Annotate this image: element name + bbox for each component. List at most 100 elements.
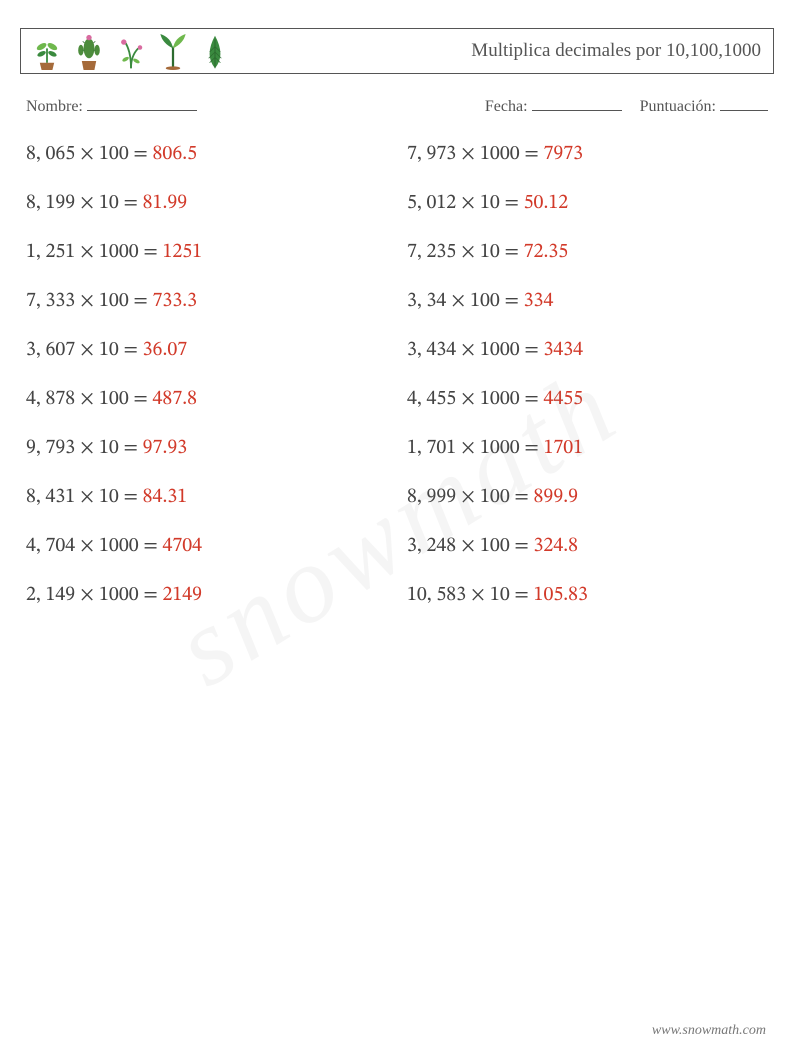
score-underline [720, 96, 768, 111]
problem-answer: 4704 [162, 536, 202, 556]
problem-multiplier: 100 [99, 144, 129, 164]
score-field: Puntuación: [640, 96, 768, 116]
problem-answer: 487.8 [153, 389, 198, 409]
problem: 3, 607 × 10 = 36.07 [26, 338, 387, 363]
problem: 4, 704 × 1000 = 4704 [26, 534, 387, 559]
problem-decimal: 9, 793 [26, 438, 75, 458]
problem: 4, 878 × 100 = 487.8 [26, 387, 387, 412]
problem-answer: 84.31 [143, 487, 188, 507]
problem: 7, 973 × 1000 = 7973 [407, 142, 768, 167]
problem-decimal: 3, 248 [407, 536, 456, 556]
worksheet-title: Multiplica decimales por 10,100,1000 [471, 40, 761, 62]
problem-multiplier: 100 [99, 389, 129, 409]
problem-decimal: 8, 199 [26, 193, 75, 213]
problem-answer: 1251 [162, 242, 202, 262]
problem-multiplier: 1000 [99, 585, 139, 605]
problem-decimal: 8, 999 [407, 487, 456, 507]
problem-multiplier: 100 [470, 291, 500, 311]
problem-multiplier: 10 [99, 438, 119, 458]
problem-answer: 105.83 [534, 585, 588, 605]
problem-decimal: 7, 973 [407, 144, 456, 164]
problem-decimal: 3, 607 [26, 340, 75, 360]
problem-multiplier: 10 [480, 242, 500, 262]
problem-decimal: 10, 583 [407, 585, 466, 605]
plant-sprout-icon [29, 34, 65, 70]
footer-url: www.snowmath.com [652, 1023, 766, 1039]
problem: 7, 333 × 100 = 733.3 [26, 289, 387, 314]
problem-multiplier: 10 [480, 193, 500, 213]
problem-multiplier: 1000 [480, 144, 520, 164]
problem-multiplier: 1000 [480, 389, 520, 409]
problem-decimal: 5, 012 [407, 193, 456, 213]
problem-answer: 81.99 [143, 193, 188, 213]
problem-decimal: 8, 431 [26, 487, 75, 507]
problem: 10, 583 × 10 = 105.83 [407, 583, 768, 608]
problem: 5, 012 × 10 = 50.12 [407, 191, 768, 216]
problem-multiplier: 1000 [480, 438, 520, 458]
problem-decimal: 8, 065 [26, 144, 75, 164]
problem-decimal: 3, 34 [407, 291, 446, 311]
problem-answer: 4455 [543, 389, 583, 409]
problem-decimal: 4, 704 [26, 536, 75, 556]
plant-leaf-icon [197, 34, 233, 70]
problems-grid: 8, 065 × 100 = 806.5 7, 973 × 1000 = 7973… [20, 142, 774, 608]
problem-multiplier: 1000 [99, 242, 139, 262]
problem: 8, 199 × 10 = 81.99 [26, 191, 387, 216]
worksheet-page: Multiplica decimales por 10,100,1000 Nom… [0, 0, 794, 608]
problem-decimal: 4, 878 [26, 389, 75, 409]
problem-multiplier: 10 [99, 340, 119, 360]
header-box: Multiplica decimales por 10,100,1000 [20, 28, 774, 74]
problem: 8, 999 × 100 = 899.9 [407, 485, 768, 510]
problem-decimal: 7, 235 [407, 242, 456, 262]
problem-answer: 324.8 [534, 536, 579, 556]
problem-answer: 3434 [543, 340, 583, 360]
plant-icons [29, 32, 233, 70]
problem-answer: 1701 [543, 438, 583, 458]
problem: 3, 434 × 1000 = 3434 [407, 338, 768, 363]
problem-answer: 806.5 [153, 144, 198, 164]
plant-cactus-icon [71, 34, 107, 70]
problem: 7, 235 × 10 = 72.35 [407, 240, 768, 265]
problem-decimal: 3, 434 [407, 340, 456, 360]
problem-decimal: 1, 251 [26, 242, 75, 262]
name-underline [87, 96, 197, 111]
problem-multiplier: 100 [99, 291, 129, 311]
problem-multiplier: 1000 [99, 536, 139, 556]
problem-answer: 50.12 [524, 193, 569, 213]
problem-answer: 733.3 [153, 291, 198, 311]
problem-multiplier: 10 [99, 193, 119, 213]
name-label: Nombre: [26, 98, 83, 115]
problem-multiplier: 10 [99, 487, 119, 507]
name-field: Nombre: [26, 96, 197, 116]
problem-answer: 334 [524, 291, 554, 311]
problem-multiplier: 100 [480, 487, 510, 507]
problem: 4, 455 × 1000 = 4455 [407, 387, 768, 412]
problem-decimal: 4, 455 [407, 389, 456, 409]
plant-seedling-icon [155, 34, 191, 70]
problem-multiplier: 10 [490, 585, 510, 605]
problem-answer: 72.35 [524, 242, 569, 262]
problem: 9, 793 × 10 = 97.93 [26, 436, 387, 461]
problem: 2, 149 × 1000 = 2149 [26, 583, 387, 608]
date-label: Fecha: [485, 98, 528, 115]
problem: 1, 701 × 1000 = 1701 [407, 436, 768, 461]
problem-decimal: 1, 701 [407, 438, 456, 458]
plant-drooping-icon [113, 34, 149, 70]
meta-row: Nombre: Fecha: Puntuación: [20, 96, 774, 116]
problem: 3, 34 × 100 = 334 [407, 289, 768, 314]
problem-answer: 7973 [543, 144, 583, 164]
problem-answer: 899.9 [534, 487, 579, 507]
problem: 3, 248 × 100 = 324.8 [407, 534, 768, 559]
date-field: Fecha: [485, 96, 622, 116]
problem-decimal: 2, 149 [26, 585, 75, 605]
problem-multiplier: 1000 [480, 340, 520, 360]
problem: 8, 431 × 10 = 84.31 [26, 485, 387, 510]
problem-answer: 36.07 [143, 340, 188, 360]
problem-multiplier: 100 [480, 536, 510, 556]
score-label: Puntuación: [640, 98, 716, 115]
problem: 1, 251 × 1000 = 1251 [26, 240, 387, 265]
problem: 8, 065 × 100 = 806.5 [26, 142, 387, 167]
problem-answer: 97.93 [143, 438, 188, 458]
problem-answer: 2149 [162, 585, 202, 605]
problem-decimal: 7, 333 [26, 291, 75, 311]
